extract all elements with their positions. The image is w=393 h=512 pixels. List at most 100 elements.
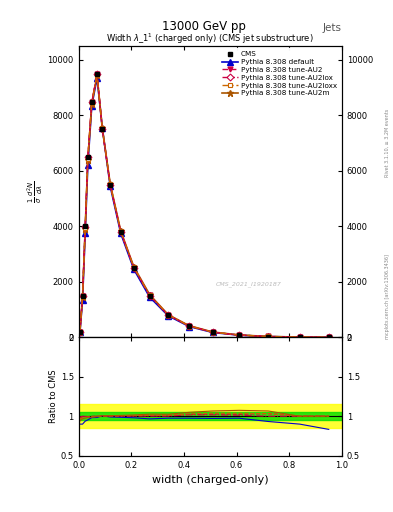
- Pythia 8.308 tune-AU2loxx: [211, 329, 215, 335]
- Pythia 8.308 tune-AU2loxx: [100, 125, 105, 132]
- Pythia 8.308 tune-AU2m: [187, 323, 191, 329]
- Pythia 8.308 tune-AU2m: [132, 264, 136, 270]
- Pythia 8.308 tune-AU2: [77, 329, 82, 335]
- Pythia 8.308 default: [132, 266, 136, 272]
- Pythia 8.308 tune-AU2loxx: [83, 225, 88, 231]
- CMS: [132, 265, 136, 271]
- Title: Width $\lambda\_1^1$ (charged only) (CMS jet substructure): Width $\lambda\_1^1$ (charged only) (CMS…: [107, 32, 314, 46]
- Text: mcplots.cern.ch [arXiv:1306.3436]: mcplots.cern.ch [arXiv:1306.3436]: [385, 254, 390, 339]
- Pythia 8.308 tune-AU2m: [326, 334, 331, 340]
- Pythia 8.308 tune-AU2loxx: [118, 228, 123, 234]
- Pythia 8.308 tune-AU2lox: [90, 99, 94, 105]
- Pythia 8.308 tune-AU2m: [90, 101, 94, 108]
- Pythia 8.308 tune-AU2: [298, 334, 302, 340]
- X-axis label: width (charged-only): width (charged-only): [152, 475, 268, 485]
- Text: Rivet 3.1.10, ≥ 3.2M events: Rivet 3.1.10, ≥ 3.2M events: [385, 109, 390, 178]
- Pythia 8.308 tune-AU2lox: [118, 229, 123, 235]
- Pythia 8.308 tune-AU2lox: [147, 292, 152, 298]
- Pythia 8.308 default: [266, 333, 270, 339]
- CMS: [166, 312, 171, 318]
- Pythia 8.308 tune-AU2m: [266, 333, 270, 339]
- Line: Pythia 8.308 tune-AU2m: Pythia 8.308 tune-AU2m: [77, 72, 332, 341]
- Pythia 8.308 tune-AU2m: [298, 334, 302, 340]
- CMS: [326, 334, 331, 340]
- CMS: [187, 323, 191, 329]
- Pythia 8.308 default: [80, 297, 85, 303]
- Pythia 8.308 default: [211, 329, 215, 335]
- Pythia 8.308 tune-AU2lox: [266, 333, 270, 339]
- Pythia 8.308 tune-AU2: [166, 312, 171, 318]
- Pythia 8.308 default: [90, 102, 94, 109]
- CMS: [90, 98, 94, 104]
- Line: Pythia 8.308 tune-AU2lox: Pythia 8.308 tune-AU2lox: [77, 72, 331, 339]
- Pythia 8.308 tune-AU2: [95, 71, 99, 77]
- Pythia 8.308 tune-AU2: [147, 292, 152, 298]
- CMS: [80, 293, 85, 299]
- Pythia 8.308 tune-AU2m: [166, 311, 171, 317]
- Pythia 8.308 tune-AU2lox: [326, 334, 331, 340]
- Pythia 8.308 default: [147, 294, 152, 300]
- Pythia 8.308 tune-AU2: [211, 329, 215, 335]
- Pythia 8.308 tune-AU2: [108, 181, 112, 187]
- Line: Pythia 8.308 tune-AU2loxx: Pythia 8.308 tune-AU2loxx: [77, 72, 331, 339]
- CMS: [298, 334, 302, 340]
- Pythia 8.308 tune-AU2lox: [166, 312, 171, 318]
- Pythia 8.308 tune-AU2loxx: [90, 100, 94, 106]
- Line: Pythia 8.308 default: Pythia 8.308 default: [77, 75, 332, 340]
- Pythia 8.308 tune-AU2m: [147, 291, 152, 297]
- Pythia 8.308 tune-AU2loxx: [187, 323, 191, 329]
- Text: CMS_2021_I1920187: CMS_2021_I1920187: [215, 281, 281, 287]
- Pythia 8.308 default: [83, 230, 88, 237]
- Pythia 8.308 tune-AU2: [187, 323, 191, 329]
- CMS: [85, 154, 90, 160]
- Pythia 8.308 tune-AU2lox: [187, 323, 191, 329]
- Pythia 8.308 tune-AU2: [326, 334, 331, 340]
- Pythia 8.308 tune-AU2: [90, 99, 94, 105]
- CMS: [211, 329, 215, 335]
- Pythia 8.308 default: [166, 313, 171, 319]
- Pythia 8.308 tune-AU2lox: [132, 265, 136, 271]
- Pythia 8.308 tune-AU2loxx: [80, 293, 85, 300]
- CMS: [83, 223, 88, 229]
- Pythia 8.308 default: [100, 125, 105, 131]
- Pythia 8.308 default: [118, 230, 123, 237]
- Pythia 8.308 tune-AU2loxx: [326, 334, 331, 340]
- Text: Jets: Jets: [323, 23, 342, 33]
- Y-axis label: Ratio to CMS: Ratio to CMS: [49, 370, 58, 423]
- Pythia 8.308 tune-AU2loxx: [85, 156, 90, 162]
- Pythia 8.308 tune-AU2: [132, 265, 136, 271]
- Pythia 8.308 tune-AU2m: [85, 157, 90, 163]
- Pythia 8.308 tune-AU2loxx: [298, 334, 302, 340]
- Pythia 8.308 tune-AU2loxx: [166, 312, 171, 318]
- Pythia 8.308 tune-AU2lox: [83, 224, 88, 230]
- Pythia 8.308 tune-AU2loxx: [132, 264, 136, 270]
- Pythia 8.308 default: [95, 75, 99, 81]
- CMS: [266, 333, 270, 339]
- Pythia 8.308 tune-AU2lox: [77, 329, 82, 335]
- Pythia 8.308 default: [187, 324, 191, 330]
- Pythia 8.308 tune-AU2m: [118, 228, 123, 234]
- CMS: [108, 182, 112, 188]
- Pythia 8.308 tune-AU2lox: [85, 154, 90, 160]
- Pythia 8.308 tune-AU2loxx: [77, 329, 82, 335]
- Pythia 8.308 default: [77, 329, 82, 335]
- Pythia 8.308 tune-AU2: [83, 224, 88, 230]
- Pythia 8.308 default: [108, 183, 112, 189]
- Pythia 8.308 tune-AU2lox: [108, 182, 112, 188]
- Pythia 8.308 tune-AU2loxx: [147, 292, 152, 298]
- CMS: [237, 332, 242, 338]
- CMS: [100, 126, 105, 133]
- CMS: [147, 293, 152, 299]
- Pythia 8.308 default: [326, 334, 331, 340]
- Pythia 8.308 tune-AU2lox: [237, 332, 242, 338]
- Pythia 8.308 tune-AU2loxx: [95, 72, 99, 78]
- Line: CMS: CMS: [77, 71, 331, 339]
- Pythia 8.308 tune-AU2m: [77, 329, 82, 335]
- Line: Pythia 8.308 tune-AU2: Pythia 8.308 tune-AU2: [77, 72, 331, 339]
- Pythia 8.308 tune-AU2m: [83, 226, 88, 232]
- Pythia 8.308 tune-AU2m: [80, 294, 85, 300]
- Pythia 8.308 tune-AU2: [100, 125, 105, 132]
- Pythia 8.308 tune-AU2lox: [80, 293, 85, 299]
- Pythia 8.308 tune-AU2m: [100, 125, 105, 131]
- Pythia 8.308 tune-AU2loxx: [266, 333, 270, 339]
